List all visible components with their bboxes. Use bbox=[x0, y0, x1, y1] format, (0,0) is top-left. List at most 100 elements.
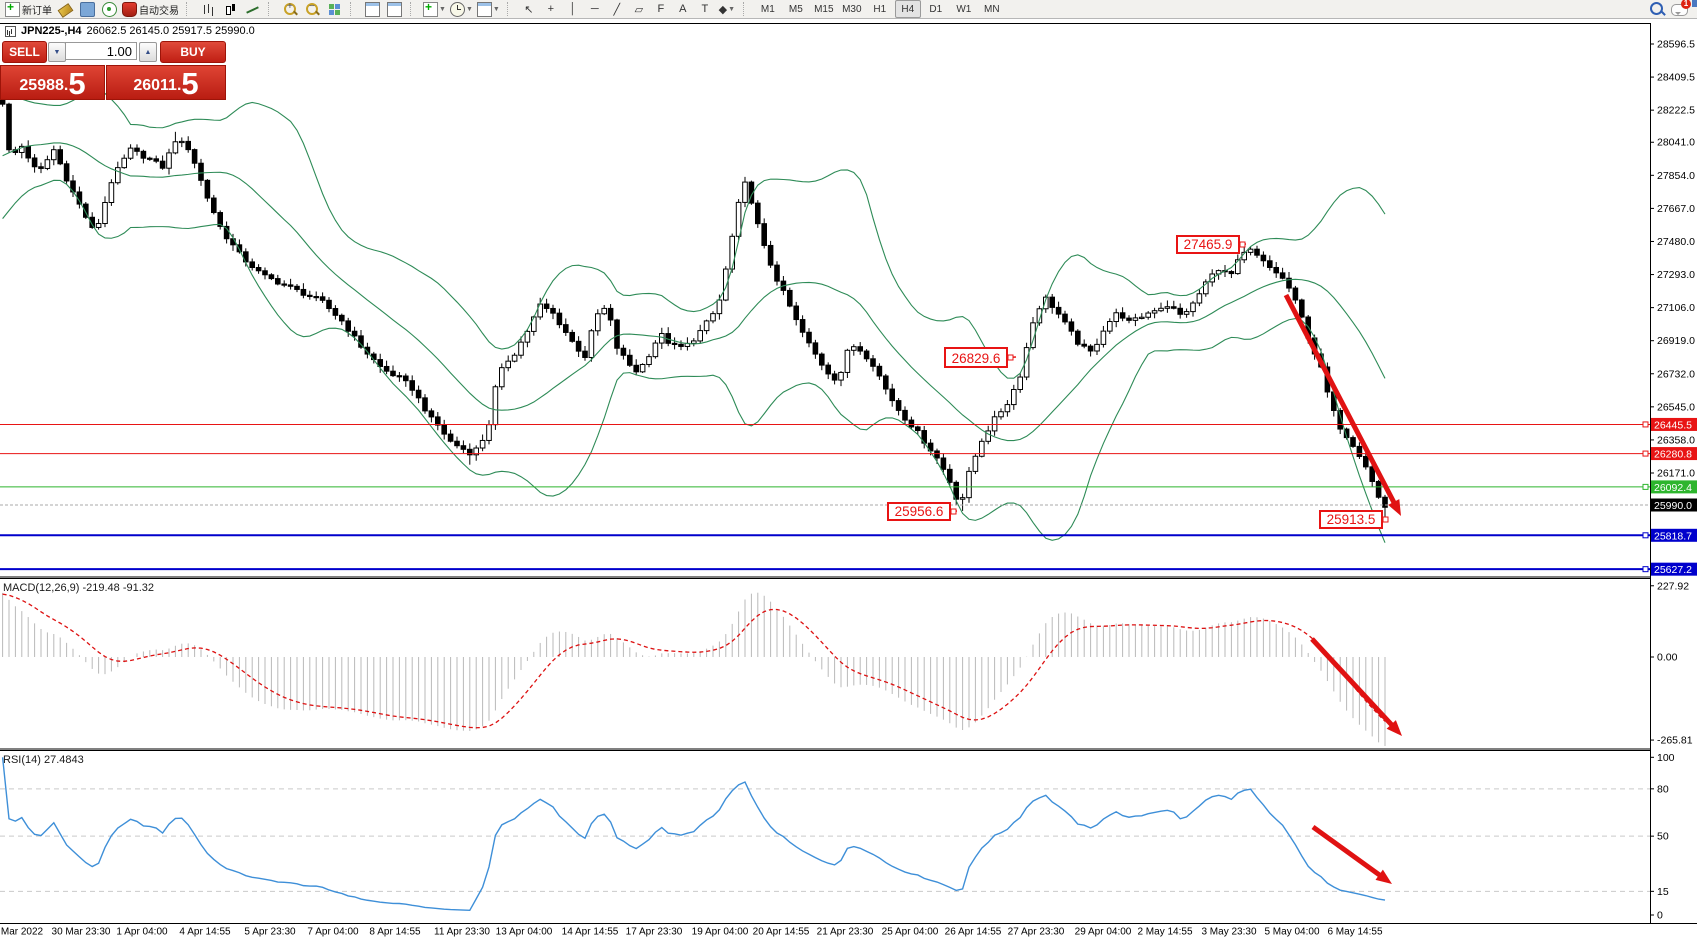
sell-button[interactable]: SELL bbox=[2, 41, 47, 63]
tab-w1[interactable]: W1 bbox=[956, 3, 972, 15]
time-label: 13 Apr 04:00 bbox=[496, 927, 553, 937]
trend-arrow-main[interactable] bbox=[1283, 293, 1398, 507]
profile-button[interactable] bbox=[77, 0, 97, 18]
auto-trading-icon bbox=[122, 1, 137, 17]
price-badge-26092.4 bbox=[1651, 480, 1697, 494]
rsi-label: RSI(14) 27.4843 bbox=[3, 754, 84, 766]
toolbar-separator bbox=[350, 2, 356, 16]
price-badge-26445.5 bbox=[1651, 417, 1697, 431]
tab-m30[interactable]: M30 bbox=[842, 3, 862, 15]
vertical-line-tool-button[interactable]: │ bbox=[563, 0, 583, 18]
svg-text:27667.0: 27667.0 bbox=[1657, 203, 1695, 215]
line-anchor-square[interactable] bbox=[1642, 421, 1649, 428]
line-chart-button[interactable] bbox=[242, 0, 262, 18]
svg-text:25913.5: 25913.5 bbox=[1327, 512, 1376, 527]
period-button[interactable]: ▼ bbox=[449, 0, 474, 18]
profile-icon bbox=[79, 1, 95, 17]
trendline-icon: ╱ bbox=[613, 3, 621, 16]
time-label: 30 Mar 23:30 bbox=[52, 927, 111, 937]
cursor-tool-button[interactable]: ↖ bbox=[519, 0, 539, 18]
line-anchor-square[interactable] bbox=[1642, 483, 1649, 490]
zoom-in-button[interactable] bbox=[280, 0, 300, 18]
panel-borders bbox=[0, 23, 1697, 924]
line-anchor-square[interactable] bbox=[1642, 566, 1649, 573]
svg-text:15: 15 bbox=[1657, 886, 1669, 898]
svg-text:27106.0: 27106.0 bbox=[1657, 302, 1695, 314]
templates-button[interactable]: ▼ bbox=[476, 0, 501, 18]
callout-26829.6[interactable] bbox=[944, 347, 1008, 368]
svg-text:26092.4: 26092.4 bbox=[1654, 482, 1692, 494]
time-label: 6 May 14:55 bbox=[1327, 927, 1382, 937]
candlestick-chart-button[interactable] bbox=[220, 0, 240, 18]
gavel-button[interactable] bbox=[55, 0, 75, 18]
chart-window-icon bbox=[5, 25, 16, 37]
lot-decrease-button[interactable]: ▼ bbox=[48, 42, 66, 62]
svg-text:27480.0: 27480.0 bbox=[1657, 236, 1695, 248]
search-icon[interactable] bbox=[1650, 1, 1663, 15]
time-label: 25 Apr 04:00 bbox=[882, 927, 939, 937]
signal-button[interactable] bbox=[99, 0, 119, 18]
time-label: 4 Apr 14:55 bbox=[179, 927, 231, 937]
callout-27465.9[interactable] bbox=[1176, 235, 1240, 254]
tab-m1[interactable]: M1 bbox=[760, 3, 775, 15]
svg-text:26919.0: 26919.0 bbox=[1657, 335, 1695, 347]
one-click-trading-panel: SELL ▼ ▲ BUY 25988.5 26011.5 bbox=[0, 40, 226, 100]
shapes-icon: ◆ bbox=[718, 3, 728, 16]
tab-d1[interactable]: D1 bbox=[929, 3, 943, 15]
time-label: 29 Apr 04:00 bbox=[1075, 927, 1132, 937]
toolbar-separator bbox=[506, 2, 513, 16]
time-label: 7 Apr 04:00 bbox=[307, 927, 359, 937]
channel-tool-button[interactable]: ▱ bbox=[629, 0, 649, 18]
tab-h1[interactable]: H1 bbox=[873, 3, 887, 15]
rsi-line bbox=[1, 757, 1386, 912]
cascade-windows-button[interactable] bbox=[362, 0, 382, 18]
tile-windows-button[interactable] bbox=[324, 0, 344, 18]
sell-price-display[interactable]: 25988. 5 bbox=[0, 65, 105, 100]
time-label: Mar 2022 bbox=[1, 927, 44, 937]
svg-text:25818.7: 25818.7 bbox=[1654, 530, 1692, 542]
arrows-tool-button[interactable]: ◆ ▼ bbox=[718, 3, 736, 16]
time-label: 2 May 14:55 bbox=[1137, 927, 1192, 937]
buy-button[interactable]: BUY bbox=[160, 41, 226, 63]
trend-arrow-rsi[interactable] bbox=[1311, 824, 1384, 880]
trend-arrows[interactable] bbox=[1283, 293, 1402, 884]
arrange-windows-button[interactable] bbox=[384, 0, 404, 18]
signal-icon bbox=[101, 1, 117, 17]
svg-text:50: 50 bbox=[1657, 831, 1669, 843]
svg-text:0: 0 bbox=[1657, 910, 1663, 922]
trend-arrow-macd[interactable] bbox=[1310, 637, 1396, 729]
price-badge-25990.0 bbox=[1651, 498, 1697, 512]
svg-text:28222.5: 28222.5 bbox=[1657, 105, 1695, 117]
tab-m5[interactable]: M5 bbox=[788, 3, 803, 15]
fibonacci-tool-button[interactable]: F bbox=[651, 0, 671, 18]
line-anchor-square[interactable] bbox=[1642, 532, 1649, 539]
macd-signal-line bbox=[2, 593, 1386, 729]
tab-mn[interactable]: MN bbox=[984, 3, 1000, 15]
tab-h4[interactable]: H4 bbox=[894, 0, 921, 18]
trendline-tool-button[interactable]: ╱ bbox=[607, 0, 627, 18]
crosshair-tool-button[interactable]: + bbox=[541, 0, 561, 18]
lot-increase-button[interactable]: ▲ bbox=[139, 42, 157, 62]
bar-chart-button[interactable] bbox=[198, 0, 218, 18]
price-callouts[interactable]: 27465.9 26829.6 25956.6 25913.5 bbox=[887, 235, 1389, 529]
svg-text:0.00: 0.00 bbox=[1657, 652, 1678, 664]
horizontal-price-lines[interactable] bbox=[0, 423, 1650, 571]
callout-25913.5[interactable] bbox=[1319, 510, 1383, 529]
text-tool-button[interactable]: A bbox=[673, 0, 693, 18]
ohlc-readout: 26062.5 26145.0 25917.5 25990.0 bbox=[86, 25, 255, 37]
new-order-button[interactable]: 新订单 bbox=[4, 0, 53, 18]
trend-arrowhead bbox=[1386, 720, 1402, 736]
lot-size-input[interactable] bbox=[65, 42, 137, 60]
zoom-out-button[interactable] bbox=[302, 0, 322, 18]
buy-price-display[interactable]: 26011. 5 bbox=[106, 65, 226, 100]
callout-25956.6[interactable] bbox=[887, 502, 951, 521]
chat-button[interactable]: 1 bbox=[1671, 0, 1691, 16]
time-label: 21 Apr 23:30 bbox=[817, 927, 874, 937]
horizontal-line-tool-button[interactable]: ─ bbox=[585, 0, 605, 18]
new-chart-button[interactable]: ▼ bbox=[422, 0, 447, 18]
tab-m15[interactable]: M15 bbox=[814, 3, 834, 15]
text-label-tool-button[interactable]: T bbox=[695, 0, 715, 18]
auto-trading-button[interactable]: 自动交易 bbox=[121, 0, 180, 18]
line-anchor-square[interactable] bbox=[1642, 450, 1649, 457]
